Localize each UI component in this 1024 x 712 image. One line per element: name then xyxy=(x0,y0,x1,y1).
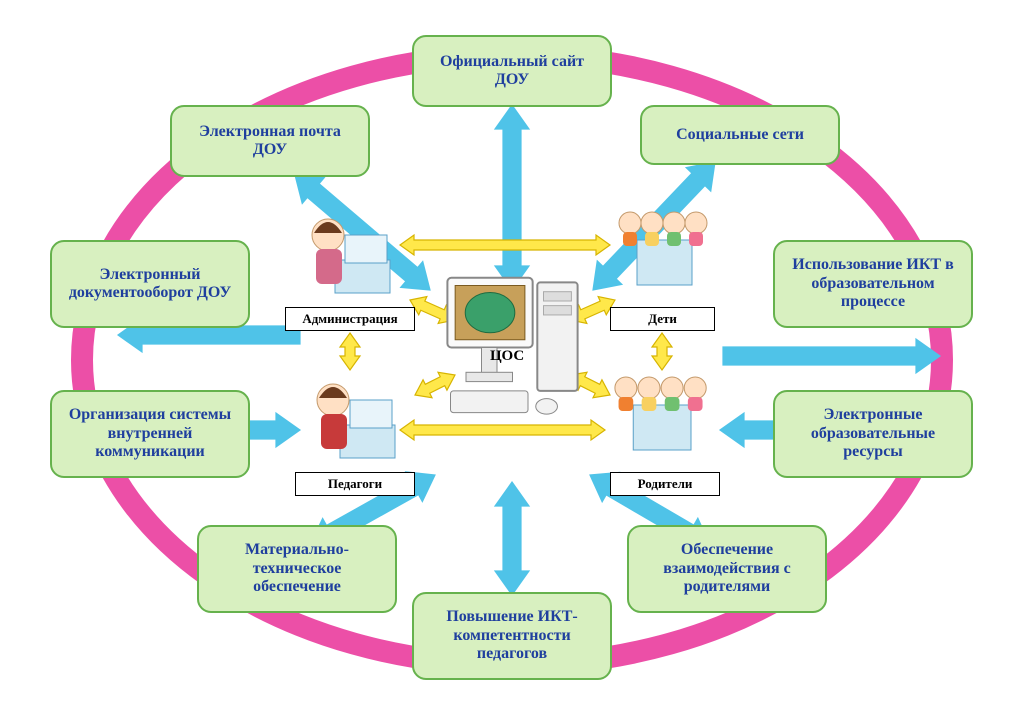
outer-node-comp: Повышение ИКТ-компетентности педагогов xyxy=(412,592,612,680)
actor-label-ped: Педагоги xyxy=(295,472,415,496)
outer-node-eres: Электронные образовательные ресурсы xyxy=(773,390,973,478)
actor-label-kids: Дети xyxy=(610,307,715,331)
outer-node-ict-edu: Использование ИКТ в образовательном проц… xyxy=(773,240,973,328)
actor-label-par: Родители xyxy=(610,472,720,496)
outer-node-mat: Материально-техническое обеспечение xyxy=(197,525,397,613)
outer-node-edoc: Электронный документооборот ДОУ xyxy=(50,240,250,328)
outer-node-social: Социальные сети xyxy=(640,105,840,165)
outer-node-email: Электронная почта ДОУ xyxy=(170,105,370,177)
outer-node-comm: Организация системы внутренней коммуника… xyxy=(50,390,250,478)
actor-label-admin: Администрация xyxy=(285,307,415,331)
center-label: ЦОС xyxy=(490,348,524,365)
outer-node-site: Официальный сайт ДОУ xyxy=(412,35,612,107)
outer-node-parent: Обеспечение взаимодействия с родителями xyxy=(627,525,827,613)
